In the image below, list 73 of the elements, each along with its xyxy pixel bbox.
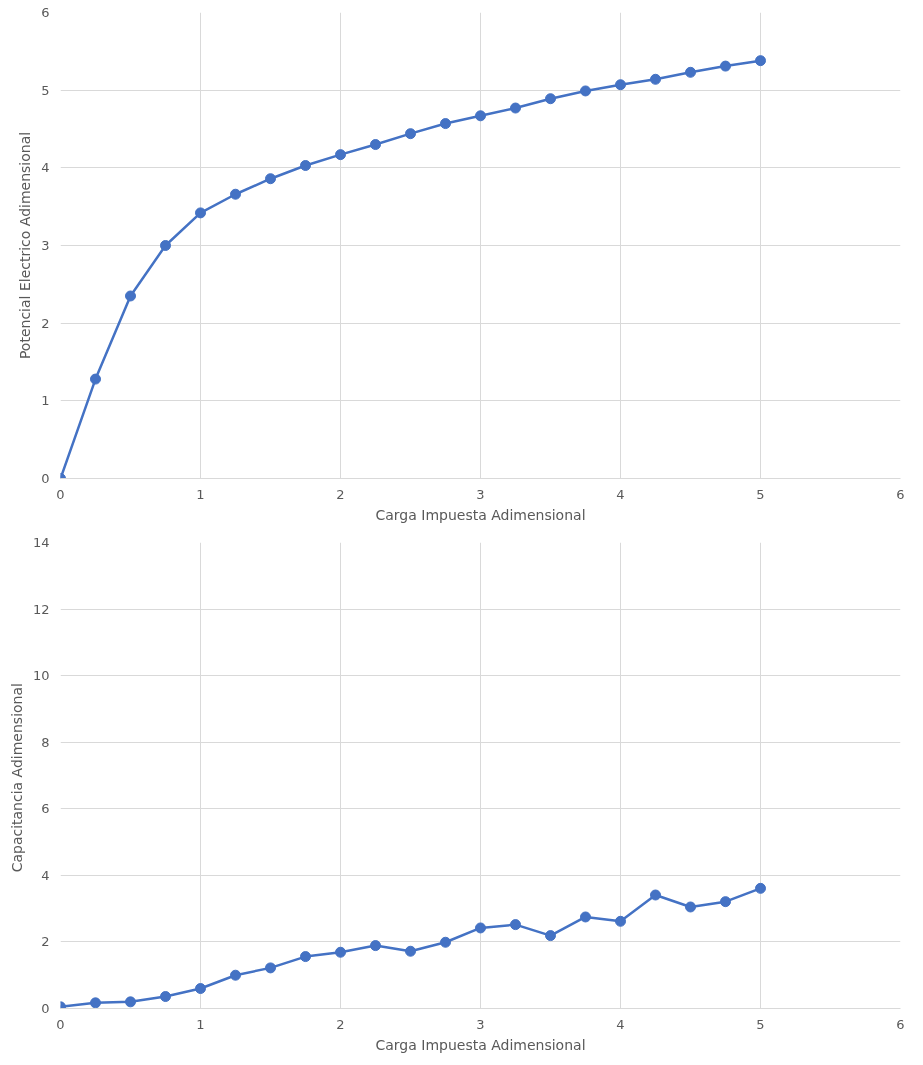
point [755,882,766,894]
y-tick-label: 14 [32,535,50,550]
point [615,915,626,927]
x-tick-label: 3 [476,486,485,502]
x-tick-label: 4 [616,486,625,502]
y-tick-label: 12 [32,601,50,617]
x-axis-title: Carga Impuesta Adimensional [375,1036,586,1053]
x-tick-label: 1 [196,1016,205,1032]
point [265,173,276,185]
y-tick-label: 8 [41,734,50,750]
point [160,240,171,251]
x-tick-label: 5 [756,486,765,502]
point [335,946,346,958]
point [230,188,241,200]
point [300,951,311,963]
y-tick-label: 3 [41,238,50,253]
point [125,996,136,1008]
point [650,889,661,901]
y-axis-title: Potencial Electrico Adimensional [17,131,34,360]
point [440,118,451,130]
point [685,901,696,913]
y-tick-label: 2 [41,934,50,950]
x-tick-label: 1 [196,486,205,502]
point [160,991,171,1003]
x-axis-title: Carga Impuesta Adimensional [375,506,586,523]
point [545,930,556,942]
x-tick-label: 0 [56,486,65,502]
point [510,919,521,931]
point [265,962,276,974]
y-tick-label: 1 [41,393,50,409]
point [510,102,521,114]
point [405,128,416,140]
point [615,79,626,91]
point [90,997,101,1009]
x-tick-label: 2 [336,1016,345,1032]
y-tick-label: 6 [41,5,50,20]
y-tick-label: 0 [41,471,50,486]
y-tick-label: 5 [41,82,50,98]
y-tick-label: 10 [32,668,50,684]
point [90,373,101,385]
y-tick-label: 6 [41,801,50,817]
point [335,149,346,161]
y-tick-label: 2 [41,315,50,331]
point [545,93,556,105]
point [195,983,206,995]
point [720,60,731,72]
point [580,911,591,923]
y-tick-label: 0 [41,1001,50,1016]
point [475,922,486,934]
x-tick-label: 6 [896,1016,905,1032]
point [755,55,766,67]
point [405,945,416,957]
x-tick-label: 3 [476,1016,485,1032]
point [300,160,311,171]
point [685,66,696,78]
point [195,207,206,219]
point [370,139,381,151]
x-tick-label: 6 [896,486,905,502]
point [650,73,661,85]
x-tick-label: 5 [756,1016,765,1032]
x-tick-label: 2 [336,486,345,502]
point [230,969,241,981]
y-axis-title: Capacitancia Adimensional [8,683,25,873]
y-tick-label: 4 [41,867,50,883]
y-tick-label: 4 [41,160,50,176]
point [370,940,381,952]
point [475,110,486,122]
point [125,290,136,302]
point [580,85,591,97]
point [720,896,731,908]
x-tick-label: 4 [616,1016,625,1032]
point [440,936,451,948]
x-tick-label: 0 [56,1016,65,1032]
